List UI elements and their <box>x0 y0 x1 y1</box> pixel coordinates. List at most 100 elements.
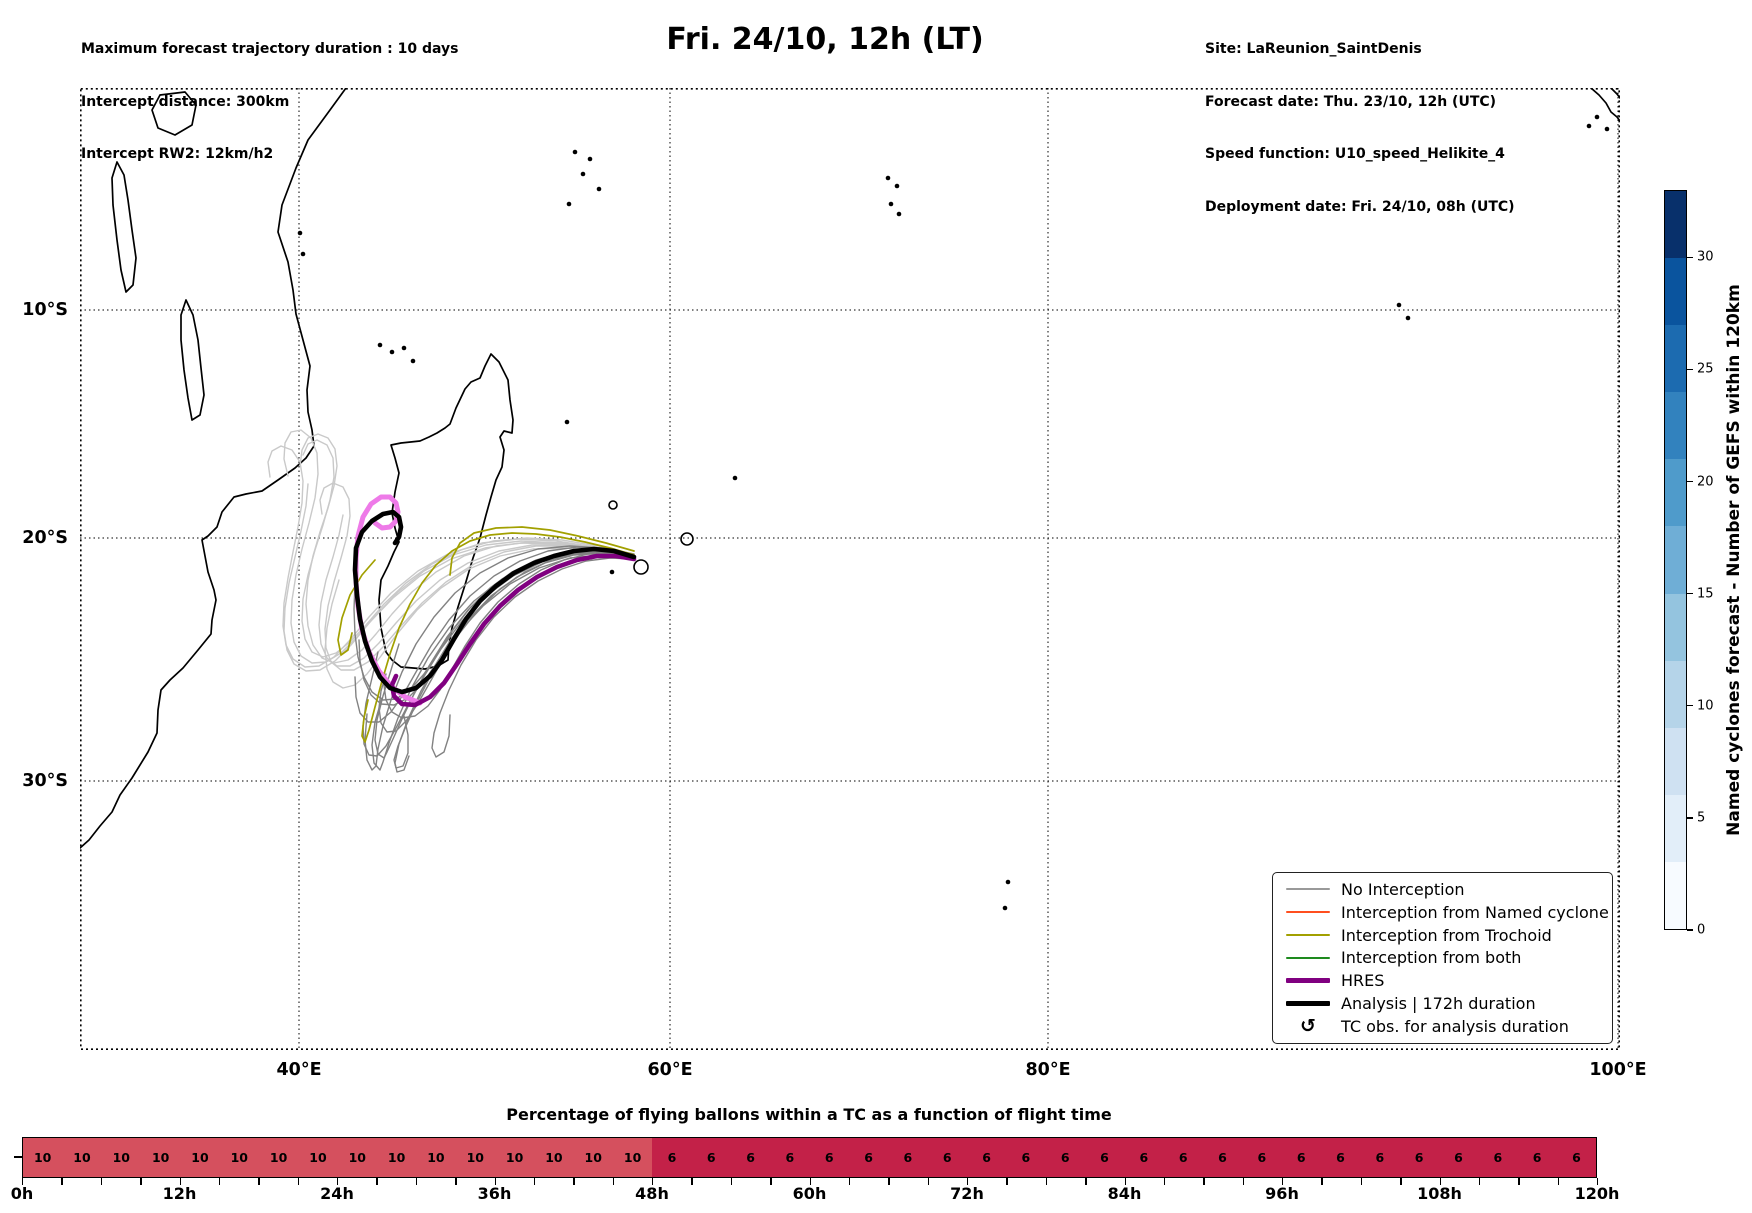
trajectory-layer <box>267 429 637 773</box>
trajectory-no_interception <box>354 546 635 723</box>
legend-line <box>1286 934 1330 937</box>
colorbar-tick <box>1687 929 1693 931</box>
strip-hour-label: 96h <box>1265 1184 1299 1203</box>
gridline-layer <box>80 88 1620 1050</box>
strip-cell: 6 <box>1360 1138 1400 1177</box>
trajectory-trochoid <box>337 559 376 656</box>
colorbar-tick-label: 25 <box>1697 361 1714 377</box>
strip-cell: 6 <box>927 1138 967 1177</box>
page-title: Fri. 24/10, 12h (LT) <box>666 22 984 57</box>
islet <box>566 201 572 207</box>
colorbar-tick-label: 15 <box>1697 586 1714 602</box>
trajectory-trochoid <box>449 526 635 576</box>
strip-hour-label: 48h <box>635 1184 669 1203</box>
colorbar-segment <box>1665 191 1686 259</box>
strip-cell: 6 <box>1478 1138 1518 1177</box>
trajectory-no_interception_light <box>319 482 635 671</box>
strip-cell: 6 <box>691 1138 731 1177</box>
strip-tick <box>770 1178 772 1185</box>
lon-tick-label: 40°E <box>276 1060 322 1080</box>
strip-cell: 10 <box>258 1138 299 1177</box>
legend-swatch-line <box>1285 888 1331 891</box>
islet <box>885 175 891 181</box>
strip-cell: 6 <box>652 1138 692 1177</box>
colorbar-segment <box>1665 325 1686 393</box>
speed-function-line: Speed function: U10_speed_Helikite_4 <box>1205 146 1505 162</box>
strip-cell: 10 <box>612 1138 653 1177</box>
strip-tick <box>809 1178 811 1185</box>
trajectory-group-hres <box>389 553 637 708</box>
lat-tick-label: 10°S <box>22 300 68 320</box>
trajectory-no_interception_light <box>301 439 635 658</box>
strip-hour-label: 24h <box>320 1184 354 1203</box>
strip-tick <box>337 1178 339 1185</box>
legend-box: No Interception Interception from Named c… <box>1272 872 1613 1044</box>
strip-tick <box>1203 1178 1205 1185</box>
max-duration-line: Maximum forecast trajectory duration : 1… <box>81 41 459 57</box>
legend-item-label: Interception from Trochoid <box>1341 925 1552 945</box>
strip-title: Percentage of flying ballons within a TC… <box>506 1105 1112 1124</box>
lat-tick-label: 30°S <box>22 771 68 791</box>
colorbar-title: Named cyclones forecast - Number of GEFS… <box>1724 284 1744 836</box>
header-left-info: Maximum forecast trajectory duration : 1… <box>81 6 458 181</box>
trajectory-no_interception <box>431 557 635 758</box>
legend-line <box>1286 956 1330 959</box>
islet <box>1594 114 1600 120</box>
trajectory-no_interception_light <box>283 429 635 664</box>
coastline <box>180 299 205 421</box>
trajectory-analysis <box>352 509 637 695</box>
islet <box>888 201 894 207</box>
islet <box>896 211 902 217</box>
trajectory-no_interception_light <box>324 547 635 689</box>
coastline <box>151 91 197 136</box>
trajectory-group-no_interception <box>353 545 635 773</box>
legend-item: HRES <box>1273 970 1612 992</box>
strip-cell: 6 <box>1281 1138 1321 1177</box>
strip-hour-label: 72h <box>950 1184 984 1203</box>
islet <box>1586 123 1592 129</box>
islet <box>297 230 303 236</box>
trajectory-no_interception <box>371 551 635 771</box>
strip-cell: 6 <box>770 1138 810 1177</box>
strip-cell: 10 <box>219 1138 259 1177</box>
strip-tick <box>22 1178 24 1185</box>
islet <box>732 475 738 481</box>
strip-cell: 6 <box>1320 1138 1361 1177</box>
strip-tick <box>1557 1178 1560 1185</box>
lon-tick-label: 80°E <box>1025 1060 1071 1080</box>
trajectory-no_interception <box>393 552 635 769</box>
colorbar-tick <box>1687 705 1693 707</box>
strip-cell: 10 <box>534 1138 574 1177</box>
trajectory-no_interception <box>394 554 635 773</box>
strip-tick <box>573 1178 575 1185</box>
island-outline <box>680 532 694 546</box>
site-line: Site: LaReunion_SaintDenis <box>1205 41 1422 57</box>
legend-line <box>1286 978 1330 984</box>
lon-tick-label: 100°E <box>1589 1060 1647 1080</box>
strip-tick <box>888 1178 890 1185</box>
colorbar-segment <box>1665 459 1686 527</box>
rotate-ccw-icon: ↺ <box>1300 1015 1316 1038</box>
intercept-rw2-line: Intercept RW2: 12km/h2 <box>81 146 274 162</box>
strip-cell: 10 <box>298 1138 338 1177</box>
strip-tick <box>1045 1178 1048 1185</box>
strip-tick <box>1282 1178 1284 1185</box>
islet <box>377 342 383 348</box>
legend-item: No Interception <box>1273 878 1612 900</box>
legend-item: Interception from Trochoid <box>1273 924 1612 946</box>
strip-tick <box>1124 1178 1126 1185</box>
colorbar-segment <box>1665 593 1686 661</box>
strip-tick <box>691 1178 693 1185</box>
islet <box>572 149 578 155</box>
strip-tick <box>61 1178 63 1185</box>
strip-y-tick <box>14 1156 22 1158</box>
islet <box>587 156 593 162</box>
strip-cell: 6 <box>809 1138 849 1177</box>
strip-cell: 10 <box>62 1138 102 1177</box>
legend-item: ↺ TC obs. for analysis duration <box>1273 1015 1612 1037</box>
colorbar-tick-label: 10 <box>1697 698 1714 714</box>
trajectory-no_interception_light <box>318 514 635 667</box>
legend-swatch-line <box>1285 956 1331 959</box>
strip-tick <box>533 1178 536 1185</box>
